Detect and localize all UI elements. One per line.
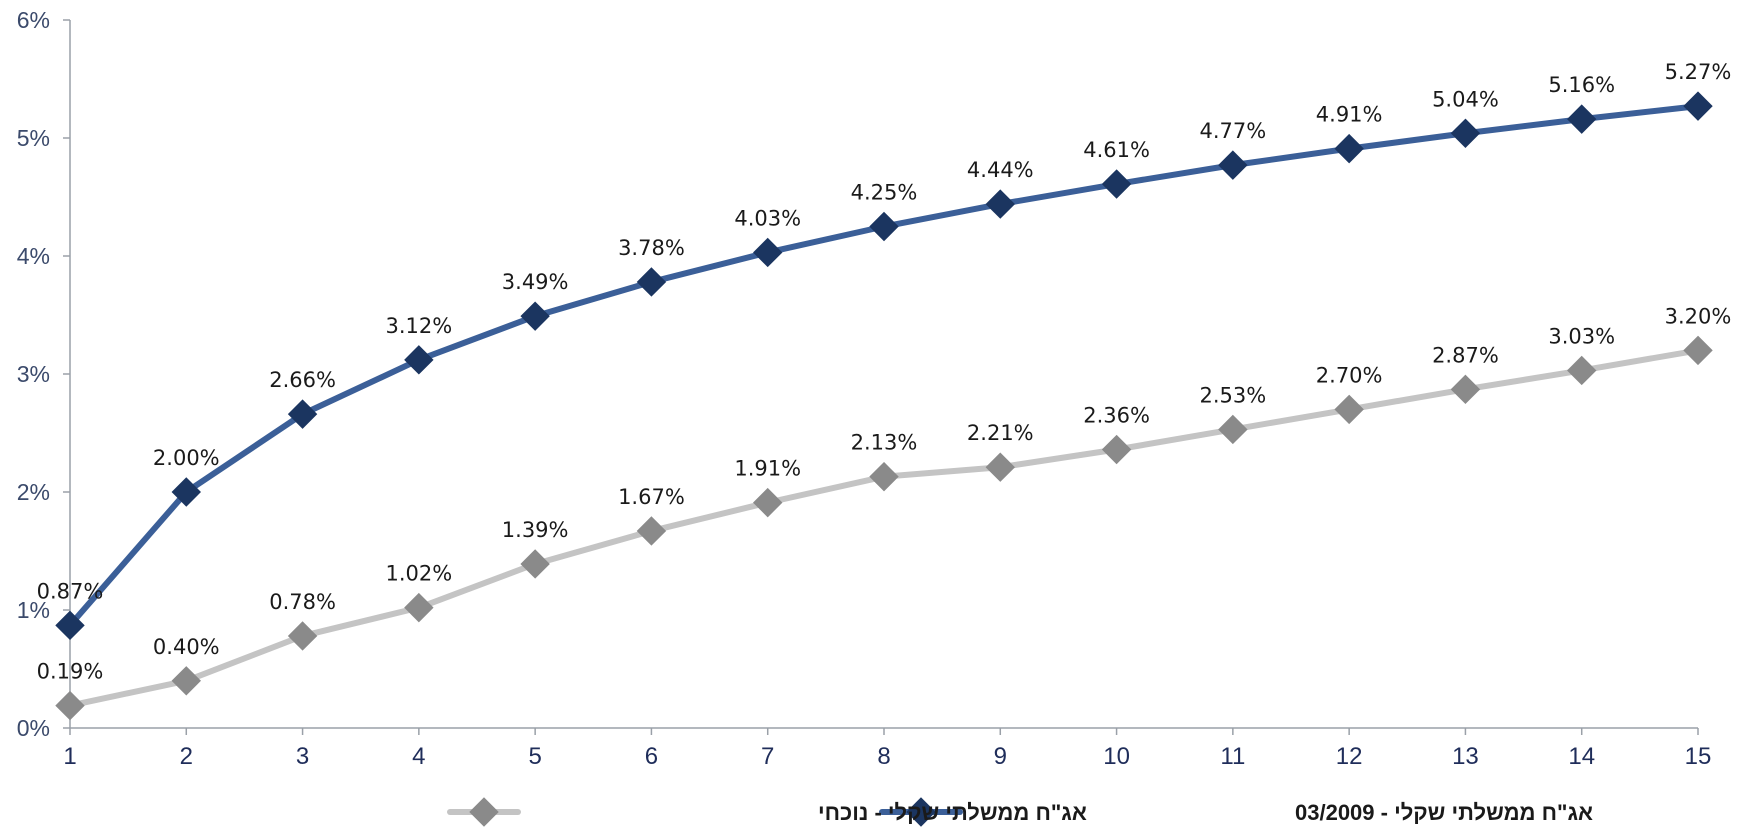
data-point xyxy=(520,301,550,331)
x-tick-label: 6 xyxy=(645,743,658,770)
data-point xyxy=(1683,91,1713,121)
y-tick-label: 2% xyxy=(17,479,50,505)
data-point xyxy=(869,211,899,242)
data-label: 5.04% xyxy=(1432,87,1499,111)
series-line xyxy=(67,347,1701,709)
data-point xyxy=(1450,374,1481,405)
data-point xyxy=(520,549,550,579)
data-label: 2.87% xyxy=(1432,343,1499,367)
x-tick-label: 14 xyxy=(1568,743,1595,770)
data-label: 2.13% xyxy=(851,431,918,455)
data-label: 5.27% xyxy=(1665,60,1732,84)
data-label: 4.77% xyxy=(1199,119,1266,143)
data-label: 2.66% xyxy=(269,368,336,392)
data-label: 2.53% xyxy=(1199,383,1266,407)
legend-label: אג"ח ממשלתי שקלי - 03/2009 xyxy=(1295,800,1593,825)
data-point xyxy=(1218,414,1248,445)
data-point xyxy=(55,690,85,721)
data-point xyxy=(1450,118,1481,148)
data-point xyxy=(753,237,783,268)
data-point xyxy=(636,516,667,546)
data-label: 1.91% xyxy=(734,457,801,481)
data-label: 2.00% xyxy=(153,446,220,470)
data-label: 4.03% xyxy=(734,206,801,230)
data-point xyxy=(636,267,667,297)
data-label: 4.61% xyxy=(1083,138,1150,162)
y-tick-label: 0% xyxy=(17,715,50,741)
legend-marker xyxy=(469,797,499,827)
data-label: 3.03% xyxy=(1548,324,1615,348)
data-label: 0.87% xyxy=(37,579,104,603)
data-label: 3.78% xyxy=(618,236,685,260)
data-label: 0.40% xyxy=(153,635,220,659)
x-tick-label: 3 xyxy=(296,743,309,770)
data-point xyxy=(171,477,201,507)
x-tick-label: 8 xyxy=(877,743,890,770)
legend: אג"ח ממשלתי שקלי - 03/2009 אג"ח ממשלתי שק… xyxy=(447,797,1593,827)
data-label: 0.19% xyxy=(37,660,104,684)
data-point xyxy=(287,621,318,651)
data-point xyxy=(55,610,85,641)
data-point xyxy=(1101,434,1132,465)
data-point xyxy=(869,461,899,492)
x-tick-label: 9 xyxy=(994,743,1007,770)
axes: 0%1%2%3%4%5%6%1 2 3 4 5 6 7 8 9 10 11 12 13 14 15 xyxy=(17,7,1712,770)
data-point xyxy=(171,666,201,696)
x-tick-label: 15 xyxy=(1685,743,1712,770)
data-point xyxy=(1334,133,1364,164)
y-tick-label: 3% xyxy=(17,361,50,387)
data-label: 3.20% xyxy=(1665,304,1732,328)
data-point xyxy=(1567,355,1597,386)
data-labels: 0.19% 0.40% 0.78% 1.02% 1.39% 1.67% 1.91% 2.13%… xyxy=(37,60,1732,683)
y-tick-label: 1% xyxy=(17,597,50,623)
x-tick-label: 13 xyxy=(1452,743,1479,770)
data-label: 1.67% xyxy=(618,485,685,509)
data-label: 4.25% xyxy=(851,181,918,205)
data-label: 3.49% xyxy=(502,270,569,294)
data-label: 1.39% xyxy=(502,518,569,542)
series-group xyxy=(55,91,1713,721)
data-point xyxy=(1334,394,1364,425)
x-tick-label: 7 xyxy=(761,743,774,770)
x-tick-label: 4 xyxy=(412,743,425,770)
data-point xyxy=(985,452,1015,482)
x-tick-label: 2 xyxy=(180,743,193,770)
y-tick-label: 6% xyxy=(17,7,50,33)
data-label: 2.21% xyxy=(967,421,1034,445)
legend-marker xyxy=(906,797,936,827)
data-point xyxy=(753,487,783,518)
x-tick-label: 10 xyxy=(1103,743,1130,770)
x-tick-label: 5 xyxy=(528,743,541,770)
data-label: 0.78% xyxy=(269,590,336,614)
x-tick-label: 1 xyxy=(63,743,76,770)
data-point xyxy=(287,399,318,429)
data-point xyxy=(1567,104,1597,134)
y-tick-label: 4% xyxy=(17,243,50,269)
data-label: 1.02% xyxy=(385,562,452,586)
data-point xyxy=(1101,169,1132,199)
data-label: 2.70% xyxy=(1316,363,1383,387)
data-label: 5.16% xyxy=(1548,73,1615,97)
y-tick-label: 5% xyxy=(17,125,50,151)
data-point xyxy=(404,345,434,375)
data-label: 4.44% xyxy=(967,158,1034,182)
data-point xyxy=(1683,335,1713,366)
x-tick-label: 11 xyxy=(1220,743,1245,770)
x-tick-label: 12 xyxy=(1336,743,1363,770)
data-label: 2.36% xyxy=(1083,404,1150,428)
legend-label: אג"ח ממשלתי שקלי - נוכחי xyxy=(818,800,1087,825)
data-label: 3.12% xyxy=(385,314,452,338)
data-point xyxy=(1218,150,1248,180)
data-label: 4.91% xyxy=(1316,103,1383,127)
data-point xyxy=(985,189,1015,219)
data-point xyxy=(404,592,434,623)
